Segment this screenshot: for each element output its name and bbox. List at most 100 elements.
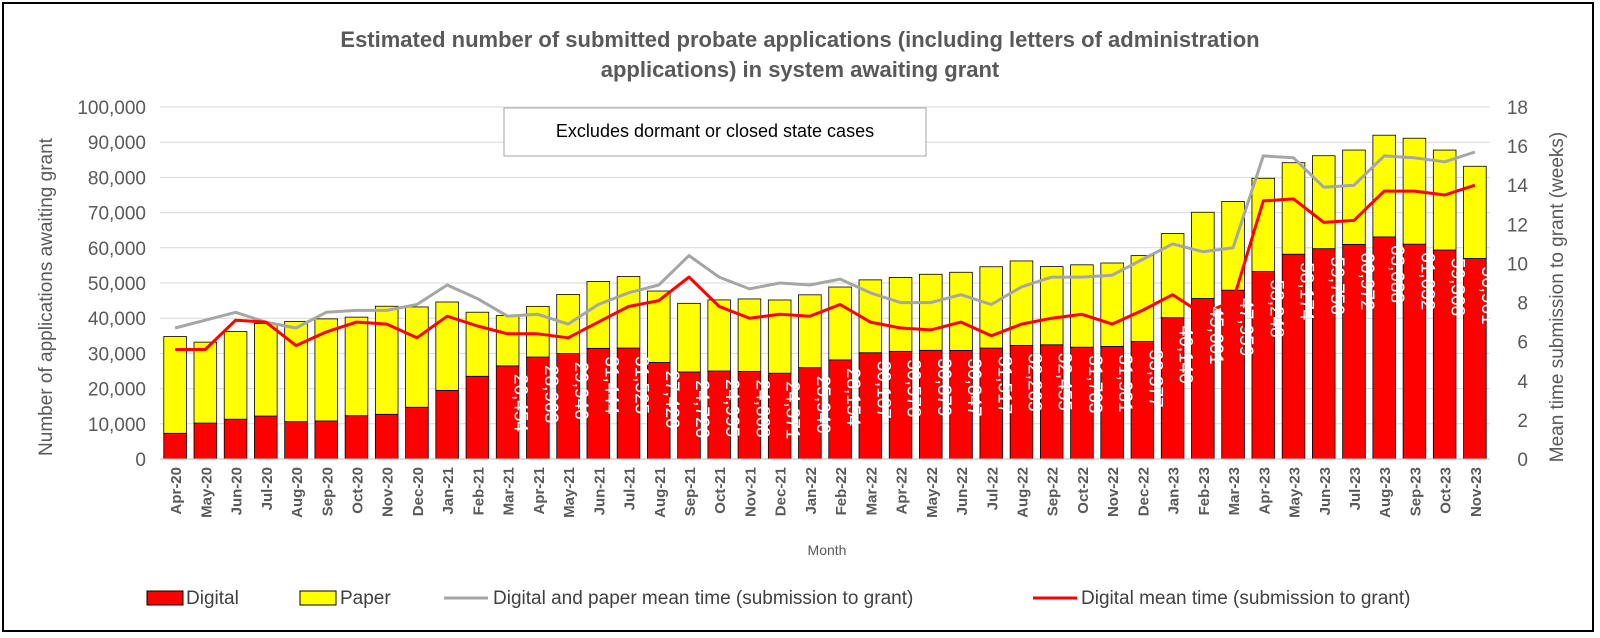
x-tick-label: Nov-21 (742, 467, 759, 517)
x-tick-label: Sep-23 (1407, 467, 1424, 516)
x-tick-label: Dec-22 (1135, 467, 1152, 516)
bar-data-label: 24,371 (782, 381, 803, 439)
bar-paper (314, 318, 338, 422)
bar-paper (767, 299, 792, 374)
y-tick-label: 50,000 (88, 274, 146, 295)
bar-paper (1342, 149, 1366, 245)
x-tick-label: Jul-21 (622, 467, 639, 510)
y2-tick-label: 18 (1507, 98, 1528, 119)
legend: Digital Paper Digital and paper mean tim… (146, 588, 1410, 609)
bar-data-label: 60,972 (1356, 252, 1377, 310)
bar-digital (435, 389, 459, 460)
bar-paper (737, 298, 762, 372)
bar-digital (284, 421, 308, 460)
bar-paper (193, 341, 218, 424)
bar-digital (193, 422, 218, 460)
bar-paper (1009, 260, 1034, 346)
bar-paper (1039, 266, 1064, 346)
bar-data-label: 31,525 (631, 356, 652, 414)
x-tick-label: Mar-21 (501, 467, 518, 515)
bar-paper (495, 315, 520, 367)
x-tick-label: May-22 (924, 467, 941, 518)
line-digital-mean-time (175, 183, 1476, 351)
y2-tick-label: 14 (1507, 176, 1529, 197)
x-tick-label: Aug-20 (289, 467, 306, 518)
bar-paper (526, 305, 550, 358)
x-tick-label: Aug-22 (1014, 467, 1031, 518)
bar-paper (1281, 162, 1306, 255)
x-tick-label: Mar-23 (1226, 467, 1243, 515)
x-tick-label: Oct-23 (1438, 467, 1455, 514)
bar-paper (949, 271, 973, 351)
bar-paper (919, 273, 943, 351)
y-tick-label: 80,000 (88, 168, 146, 189)
legend-label-paper: Paper (340, 588, 391, 609)
chart-title-line-1: Estimated number of submitted probate ap… (340, 27, 1259, 52)
bar-paper (616, 276, 641, 349)
x-tick-label: Nov-22 (1105, 467, 1122, 517)
bar-paper (677, 302, 701, 373)
bar-paper (1463, 165, 1487, 259)
annotation-text: Excludes dormant or closed state cases (556, 121, 874, 141)
x-tick-label: Jul-22 (984, 467, 1001, 510)
bar-data-label: 25,940 (812, 376, 833, 434)
x-tick-label: Sep-21 (682, 467, 699, 516)
bar-paper (1432, 149, 1457, 251)
bar-digital (314, 420, 338, 460)
bar-data-label: 40,140 (1175, 326, 1196, 384)
y2-tick-label: 16 (1507, 137, 1528, 158)
y-tick-label: 0 (135, 450, 146, 471)
bars (163, 134, 1487, 460)
bar-digital (405, 406, 429, 460)
bar-paper (344, 316, 369, 417)
x-tick-label: Oct-22 (1075, 467, 1092, 514)
x-tick-label: Aug-21 (652, 467, 669, 518)
bar-paper (1070, 264, 1094, 348)
bar-data-label: 30,879 (933, 358, 954, 416)
x-tick-label: Jan-21 (440, 467, 457, 515)
bar-paper (405, 306, 429, 408)
y-tick-label: 70,000 (88, 204, 146, 225)
x-tick-label: May-21 (561, 467, 578, 518)
bar-paper (465, 311, 490, 377)
x-tick-label: Jul-23 (1347, 467, 1364, 510)
chart-title-line-2: applications) in system awaiting grant (601, 57, 1000, 82)
bar-paper (647, 290, 671, 363)
bar-data-label: 61,032 (1416, 252, 1437, 310)
bar-paper (1372, 134, 1396, 238)
bar-digital (465, 375, 490, 460)
legend-swatch-paper (299, 590, 337, 606)
x-tick-label: Dec-20 (410, 467, 427, 516)
bar-data-labels: 26,454 28,963 29,946 31,444 31,525 27,420 24,7… (510, 245, 1498, 439)
bar-paper (1100, 262, 1124, 347)
bar-digital (344, 415, 369, 460)
x-tick-label: Dec-21 (773, 467, 790, 516)
bar-data-label: 24,995 (721, 379, 742, 437)
legend-label-combined: Digital and paper mean time (submission … (493, 588, 913, 609)
bar-paper (374, 305, 399, 415)
bar-paper (888, 277, 913, 352)
bar-paper (707, 299, 731, 372)
bar-data-label: 47,959 (1235, 298, 1256, 356)
x-tick-label: Mar-22 (863, 467, 880, 515)
x-tick-label: Apr-21 (531, 467, 548, 515)
x-tick-label: Nov-23 (1468, 467, 1485, 517)
bar-data-label: 31,444 (600, 356, 621, 415)
x-tick-label: Feb-21 (470, 467, 487, 515)
bar-data-label: 58,174 (1296, 262, 1317, 321)
bar-digital (223, 418, 248, 460)
line-combined-mean-time (174, 150, 1476, 330)
bar-data-label: 32,455 (1054, 353, 1075, 411)
axes: 0 10,000 20,000 30,000 40,000 50,000 60,000 70,… (77, 98, 1528, 518)
legend-swatch-digital (146, 590, 184, 606)
bar-paper (223, 331, 248, 420)
bar-digital (374, 413, 399, 460)
y-tick-label: 100,000 (77, 98, 146, 119)
bar-data-label: 27,420 (661, 370, 682, 428)
bar-paper (798, 294, 822, 369)
legend-label-digital: Digital (186, 588, 239, 609)
bar-paper (828, 286, 852, 361)
x-tick-label: Jul-20 (259, 467, 276, 510)
bar-data-label: 32,263 (1023, 353, 1044, 411)
